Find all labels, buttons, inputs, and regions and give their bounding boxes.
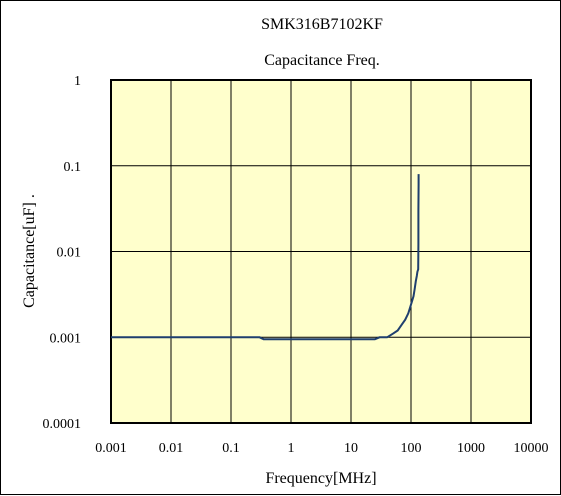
x-tick-label: 0.001	[95, 441, 127, 456]
x-tick-label: 10	[344, 441, 358, 456]
y-tick-label: 0.01	[57, 246, 82, 261]
chart-title: SMK316B7102KF	[261, 16, 383, 33]
capacitance-series-line	[111, 174, 420, 341]
y-axis-label: Capacitance[uF] .	[21, 194, 38, 308]
tick-labels: 0.001 0.01 0.1 1 10 100 1000 10000 1 0.1 0.01 0.001…	[43, 74, 549, 456]
y-tick-label: 0.0001	[43, 417, 82, 432]
x-tick-label: 0.01	[159, 441, 184, 456]
x-axis-label: Frequency[MHz]	[265, 470, 376, 487]
y-tick-label: 0.1	[64, 160, 82, 175]
x-tick-label: 1000	[457, 441, 485, 456]
chart-subtitle: Capacitance Freq.	[264, 52, 380, 69]
x-tick-label: 1	[288, 441, 295, 456]
y-tick-label: 0.001	[50, 331, 82, 346]
y-tick-label: 1	[74, 74, 81, 89]
x-tick-label: 0.1	[222, 441, 240, 456]
x-tick-label: 10000	[514, 441, 549, 456]
x-tick-label: 100	[401, 441, 422, 456]
